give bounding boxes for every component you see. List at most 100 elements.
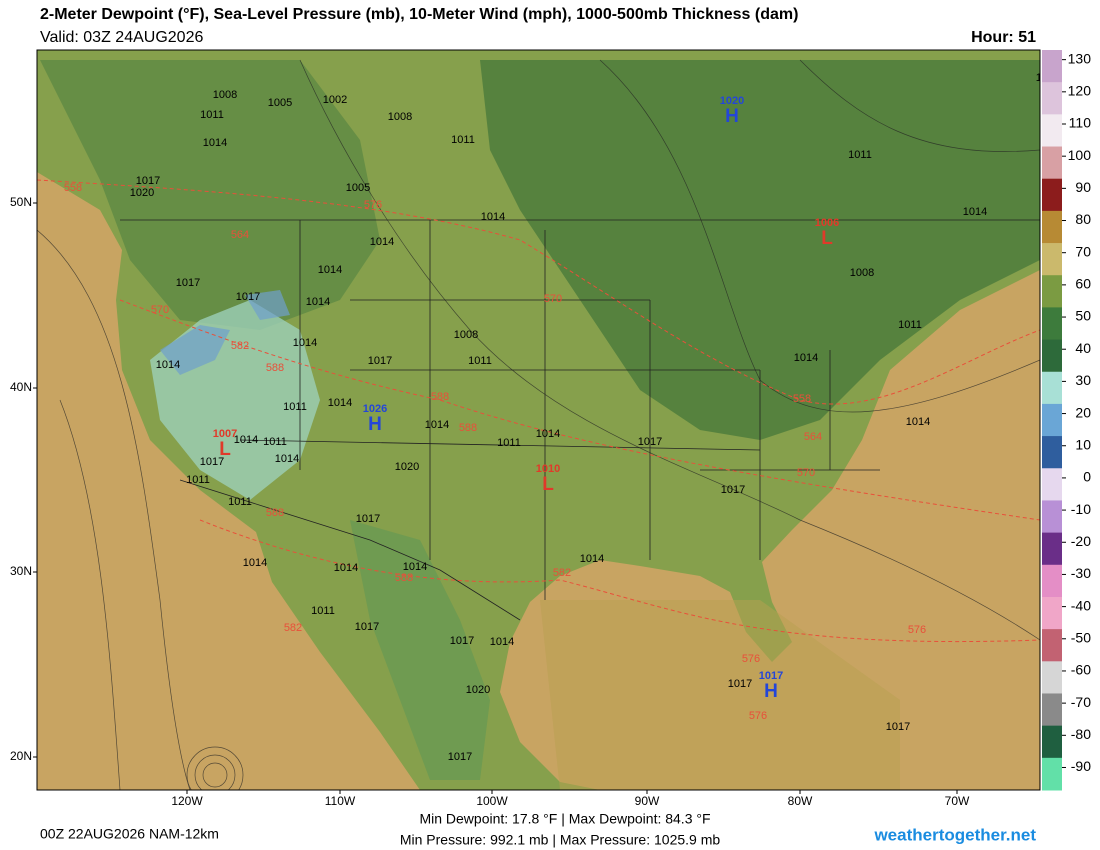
forecast-hour: Hour: 51 <box>971 29 1036 46</box>
map-title: 2-Meter Dewpoint (°F), Sea-Level Pressur… <box>40 6 798 23</box>
pressure-center-letter: H <box>725 106 739 127</box>
colorbar-segment <box>1042 275 1062 308</box>
isobar-label: 1017 <box>728 678 752 690</box>
colorbar-segment <box>1042 725 1062 759</box>
isobar-label: 1014 <box>580 553 604 565</box>
thickness-label: 588 <box>266 362 284 374</box>
isobar-label: 1014 <box>275 453 299 465</box>
northwest-region <box>40 60 380 330</box>
map-frame <box>36 49 1041 791</box>
isobar-label: 1011 <box>311 605 335 617</box>
colorbar-label: 130 <box>1068 50 1092 66</box>
colorbar-label: 70 <box>1075 243 1091 259</box>
isobar-label: 1017 <box>368 355 392 367</box>
colorbar-label: 60 <box>1075 276 1091 292</box>
pressure-center-value: 1007 <box>213 428 237 440</box>
isobar-label: 1011 <box>497 437 521 449</box>
thickness-lines <box>37 179 1040 643</box>
longitude-label: 80W <box>788 794 813 808</box>
valid-time: Valid: 03Z 24AUG2026 <box>40 29 203 46</box>
isobar-label: 1017 <box>450 635 474 647</box>
isobar-label: 1014 <box>156 359 180 371</box>
colorbar-segment <box>1042 436 1062 469</box>
colorbar-label: 90 <box>1075 179 1091 195</box>
gulf-moisture <box>540 600 900 790</box>
longitude-label: 70W <box>945 794 970 808</box>
thickness-label: 588 <box>431 391 449 403</box>
colorbar-segment <box>1042 403 1062 437</box>
colorbar-label: 100 <box>1068 147 1092 163</box>
isobar-label: 1014 <box>963 206 987 218</box>
colorbar-segment <box>1042 114 1062 148</box>
mexico-highland <box>350 520 490 780</box>
isobar-label: 1014 <box>293 337 317 349</box>
latitude-label: 30N <box>10 564 32 578</box>
dry-pool <box>245 290 290 320</box>
colorbar-label: 120 <box>1068 83 1092 99</box>
isobar-label: 1008 <box>388 111 412 123</box>
isobar-label: 1017 <box>638 436 662 448</box>
pressure-center-letter: L <box>821 228 833 249</box>
isobar-label: 1014 <box>794 352 818 364</box>
colorbar-segment <box>1042 564 1062 598</box>
thickness-label: 576 <box>364 199 382 211</box>
latitude-label: 40N <box>10 380 32 394</box>
thickness-label: 558 <box>64 182 82 194</box>
isobar-label: 1011 <box>898 319 922 331</box>
thickness-label: 576 <box>908 624 926 636</box>
thickness-label: 564 <box>804 431 822 443</box>
isobar-label: 1020 <box>395 461 419 473</box>
isobar-label: 1011 <box>200 109 224 121</box>
pressure-center-value: 1010 <box>536 463 560 475</box>
colorbar-label: 50 <box>1075 308 1091 324</box>
colorbar-label: 0 <box>1083 469 1091 485</box>
colorbar-segment <box>1042 371 1062 405</box>
isobar-label: 1017 <box>356 513 380 525</box>
colorbar-label: -50 <box>1071 629 1091 645</box>
pressure-center-letter: L <box>542 474 554 495</box>
colorbar-segment <box>1042 178 1062 212</box>
thickness-label: 588 <box>266 507 284 519</box>
colorbar-segment <box>1042 468 1062 501</box>
dewpoint-range: Min Dewpoint: 17.8 °F | Max Dewpoint: 84… <box>419 811 710 827</box>
colorbar-segment <box>1042 629 1062 662</box>
isobar-label: 1011 <box>263 436 287 448</box>
colorbar-label: -30 <box>1071 565 1091 581</box>
isobar-label: 1002 <box>323 94 347 106</box>
isobar-label: 1020 <box>466 684 490 696</box>
thickness-label: 588 <box>395 572 413 584</box>
isobar-label: 1008 <box>850 267 874 279</box>
isobar-label: 1014 <box>1036 72 1060 84</box>
isobar-label: 1011 <box>468 355 492 367</box>
thickness-label: 582 <box>553 567 571 579</box>
colorbar-segment <box>1042 82 1062 115</box>
isobar-label: 1014 <box>370 236 394 248</box>
longitude-label: 100W <box>476 794 508 808</box>
isobar-label: 1017 <box>448 751 472 763</box>
thickness-label: 570 <box>797 467 815 479</box>
dry-pool <box>160 325 230 375</box>
isobar-label: 1014 <box>481 211 505 223</box>
colorbar-segment <box>1042 339 1062 373</box>
pressure-center-letter: H <box>368 414 382 435</box>
thickness-label: 576 <box>742 653 760 665</box>
colorbar-label: 40 <box>1075 340 1091 356</box>
colorbar-label: -40 <box>1071 597 1091 613</box>
colorbar-segment <box>1042 596 1062 630</box>
colorbar-segment <box>1042 532 1062 566</box>
isobar-label: 1014 <box>243 557 267 569</box>
isobar-label: 1011 <box>228 496 252 508</box>
isobar-label: 1014 <box>203 137 227 149</box>
isobar-label: 1014 <box>536 428 560 440</box>
colorbar-label: 80 <box>1075 211 1091 227</box>
isobar-label: 1011 <box>283 401 307 413</box>
pressure-center-value: 1017 <box>759 670 783 682</box>
isobar-label: 1017 <box>721 484 745 496</box>
colorbar-label: -90 <box>1071 758 1091 774</box>
colorbar-segment <box>1042 661 1062 694</box>
isobar-label: 1011 <box>451 134 475 146</box>
isobar-label: 1014 <box>318 264 342 276</box>
isobar-label: 1008 <box>213 89 237 101</box>
colorbar-segment <box>1042 500 1062 534</box>
isobar-label: 1014 <box>403 561 427 573</box>
